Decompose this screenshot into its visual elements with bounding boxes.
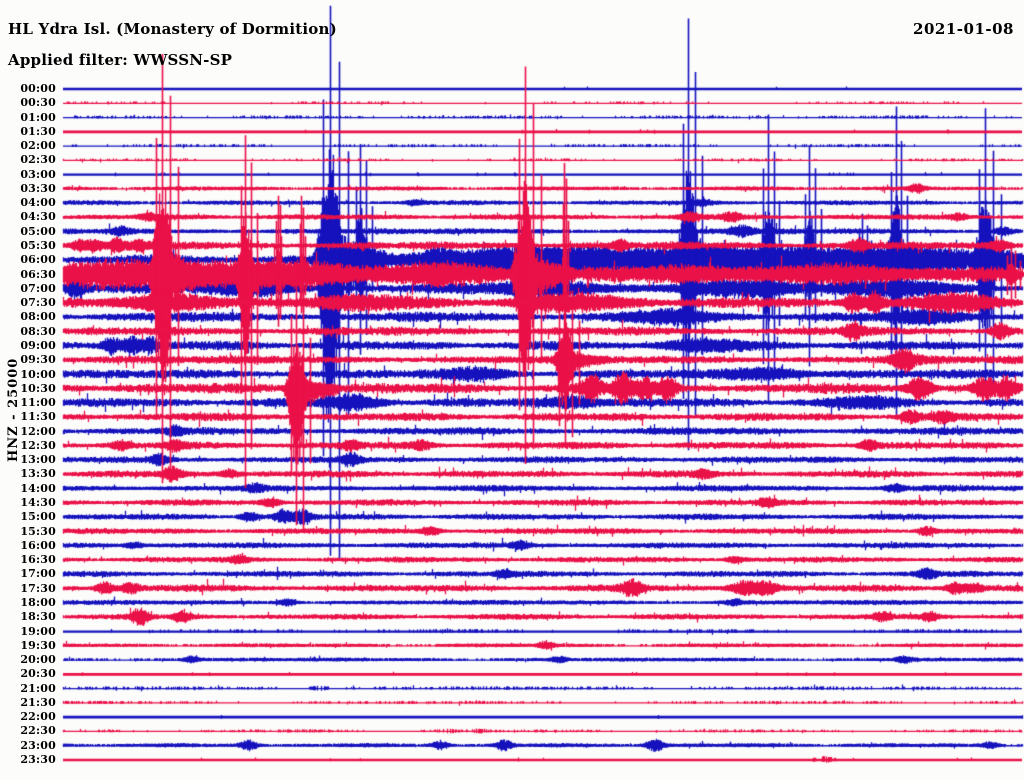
- time-label: 10:00: [20, 367, 56, 381]
- time-label: 22:30: [20, 724, 56, 738]
- time-label: 20:00: [20, 653, 56, 667]
- time-label: 12:30: [20, 438, 56, 452]
- time-label: 09:00: [20, 338, 56, 352]
- time-label: 01:00: [20, 110, 56, 124]
- time-label: 17:00: [20, 567, 56, 581]
- time-label: 06:30: [20, 267, 56, 281]
- time-label: 15:00: [20, 510, 56, 524]
- time-label: 18:30: [20, 610, 56, 624]
- time-label: 02:00: [20, 139, 56, 153]
- applied-filter-label: Applied filter: WWSSN-SP: [8, 51, 233, 69]
- time-label: 10:30: [20, 381, 56, 395]
- time-label: 23:30: [20, 753, 56, 767]
- time-axis-labels: 00:00 00:30 01:00 01:30 02:00 02:30 03:00 03:30…: [0, 0, 59, 780]
- time-label: 03:30: [20, 181, 56, 195]
- time-label: 08:00: [20, 310, 56, 324]
- time-label: 00:00: [20, 82, 56, 95]
- time-label: 13:30: [20, 467, 56, 481]
- time-label: 07:30: [20, 296, 56, 310]
- time-label: 16:30: [20, 553, 56, 567]
- time-label: 16:00: [20, 538, 56, 552]
- time-label: 07:00: [20, 281, 56, 295]
- time-label: 05:30: [20, 239, 56, 253]
- time-label: 15:30: [20, 524, 56, 538]
- time-label: 22:00: [20, 710, 56, 724]
- time-label: 00:30: [20, 96, 56, 110]
- time-label: 18:00: [20, 595, 56, 609]
- time-label: 09:30: [20, 353, 56, 367]
- time-label: 19:30: [20, 638, 56, 652]
- time-label: 06:00: [20, 253, 56, 267]
- time-label: 01:30: [20, 124, 56, 138]
- time-label: 02:30: [20, 153, 56, 167]
- time-label: 04:30: [20, 210, 56, 224]
- time-label: 20:30: [20, 667, 56, 681]
- time-label: 14:30: [20, 496, 56, 510]
- time-label: 14:00: [20, 481, 56, 495]
- time-label: 23:00: [20, 738, 56, 752]
- time-label: 19:00: [20, 624, 56, 638]
- time-label: 08:30: [20, 324, 56, 338]
- time-label: 17:30: [20, 581, 56, 595]
- date-label: 2021-01-08: [913, 20, 1014, 38]
- station-title: HL Ydra Isl. (Monastery of Dormition): [8, 20, 337, 38]
- time-label: 03:00: [20, 167, 56, 181]
- time-label: 21:30: [20, 695, 56, 709]
- time-label: 21:00: [20, 681, 56, 695]
- time-label: 05:00: [20, 224, 56, 238]
- time-label: 11:30: [20, 410, 56, 424]
- time-label: 13:00: [20, 453, 56, 467]
- time-label: 12:00: [20, 424, 56, 438]
- time-label: 11:00: [20, 396, 56, 410]
- time-label: 04:00: [20, 196, 56, 210]
